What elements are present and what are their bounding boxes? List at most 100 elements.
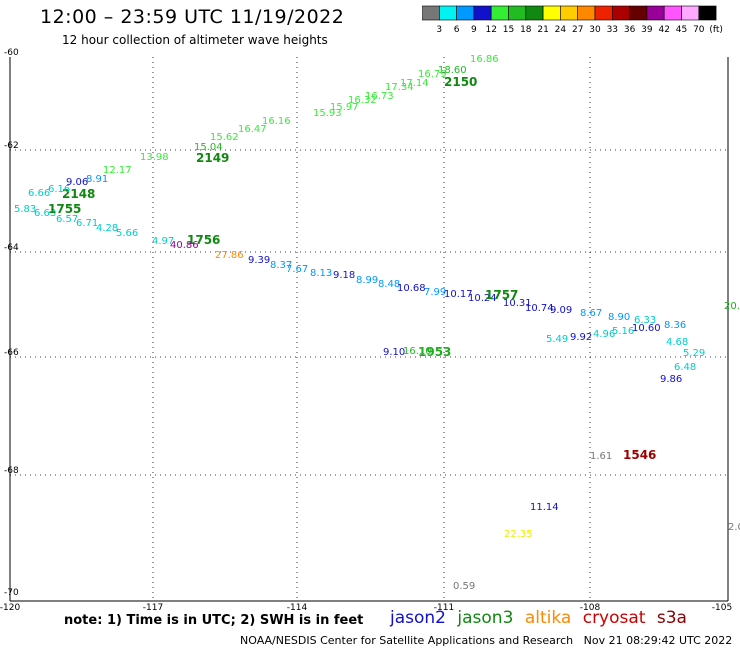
wave-height-label: 8.90	[608, 312, 630, 323]
wave-height-label: 18.60	[438, 65, 467, 76]
wave-height-label: 15.97	[330, 102, 359, 113]
wave-height-label: 16.86	[470, 54, 499, 65]
wave-height-label: 5.66	[116, 228, 138, 239]
wave-height-label: 17.34	[385, 82, 414, 93]
colorbar-label: 30	[589, 25, 601, 35]
wave-height-label: 10.24	[468, 293, 497, 304]
satellite-legend: jason2 jason3 altika cryosat s3a	[390, 608, 693, 628]
wave-height-label: 5.29	[683, 348, 705, 359]
colorbar-label: 15	[503, 25, 514, 35]
wave-height-label: 20.67	[724, 301, 740, 312]
lon-tick-label: -120	[0, 603, 20, 610]
lon-tick-label: -114	[287, 603, 308, 610]
wave-height-label: 4.96	[593, 329, 615, 340]
wave-height-label: 4.28	[96, 223, 118, 234]
legend-s3a: s3a	[656, 608, 687, 628]
wave-height-label: 10.74	[525, 303, 554, 314]
colorbar-label: 36	[624, 25, 636, 35]
pass-label-2149: 2149	[196, 151, 229, 165]
wave-height-label: 6.63	[34, 208, 56, 219]
wave-height-label: 16.16	[262, 116, 291, 127]
lat-tick-label: -66	[4, 348, 19, 358]
pass-label-1755: 1755	[48, 202, 81, 216]
wave-height-label: 7.99	[424, 287, 446, 298]
legend-jason2: jason2	[390, 608, 446, 628]
lat-tick-label: -62	[4, 141, 19, 151]
pass-label-2150: 2150	[444, 75, 477, 89]
lon-tick-label: -111	[434, 603, 454, 610]
wave-height-label: 6.48	[674, 362, 696, 373]
wave-height-label: 6.33	[634, 315, 656, 326]
wave-height-label: 8.99	[356, 275, 378, 286]
colorbar-label: (ft)	[709, 25, 723, 35]
wave-height-label: 6.71	[76, 218, 98, 229]
legend-cryosat: cryosat	[582, 608, 646, 628]
altimeter-map: -60 -62 -64 -66 -68 -70 -120 -117 -114 -111 -108 -1…	[0, 48, 740, 610]
wave-height-colorbar: 3 6 9 12 15 18 21 24 27 30 33 36 39 42 45 70 (ft)	[422, 5, 723, 35]
lon-tick-label: -105	[712, 603, 732, 610]
footer-credit: NOAA/NESDIS Center for Satellite Applica…	[240, 634, 732, 647]
wave-height-label: 10.68	[397, 283, 426, 294]
wave-height-label: 1.61	[590, 451, 612, 462]
wave-height-label: 7.67	[286, 264, 308, 275]
legend-jason3: jason3	[457, 608, 514, 628]
wave-height-label: 13.98	[140, 152, 169, 163]
wave-height-label: 12.17	[103, 165, 132, 176]
colorbar-label: 42	[658, 25, 669, 35]
wave-height-label: 15.93	[313, 108, 342, 119]
wave-height-label: 8.91	[86, 174, 108, 185]
footer-note: note: 1) Time is in UTC; 2) SWH is in fe…	[64, 613, 364, 628]
pass-label-2148: 2148	[62, 187, 95, 201]
wave-height-label: 6.16	[48, 184, 70, 195]
wave-height-label: 5.83	[14, 204, 36, 215]
colorbar-label: 12	[485, 25, 496, 35]
colorbar-label: 45	[676, 25, 687, 35]
lat-tick-label: -70	[4, 588, 19, 598]
wave-height-label: 10.17	[444, 289, 473, 300]
pass-label-1953: 1953	[418, 345, 451, 359]
wave-height-label: 6.66	[28, 188, 50, 199]
wave-height-label: 9.09	[550, 305, 572, 316]
wave-height-label: 2.0	[728, 522, 740, 533]
wave-height-label: 17.14	[400, 78, 429, 89]
wave-height-label: 16.79	[418, 69, 447, 80]
wave-height-label: 16.32	[348, 95, 377, 106]
pass-label-1756: 1756	[187, 233, 220, 247]
colorbar-label: 70	[693, 25, 705, 35]
wave-height-label: 9.86	[660, 374, 682, 385]
wave-height-label: 8.48	[378, 279, 400, 290]
lat-tick-label: -60	[4, 48, 19, 58]
colorbar-label: 27	[572, 25, 583, 35]
page-title: 12:00 – 23:59 UTC 11/19/2022	[40, 6, 345, 28]
wave-height-label: 22.35	[504, 529, 533, 540]
wave-height-label: 8.13	[310, 268, 332, 279]
wave-height-label: 0.59	[453, 581, 475, 592]
lat-tick-label: -64	[4, 243, 19, 253]
wave-height-label: 11.14	[530, 502, 559, 513]
page-subtitle: 12 hour collection of altimeter wave hei…	[62, 33, 328, 47]
wave-height-label: 16.47	[238, 124, 267, 135]
colorbar-label: 24	[555, 25, 567, 35]
wave-height-label: 6.57	[56, 214, 78, 225]
wave-height-label: 16.10	[403, 346, 432, 357]
wave-height-label: 8.67	[580, 308, 602, 319]
colorbar-label: 3	[436, 25, 442, 35]
wave-height-label: 5.16	[612, 326, 634, 337]
credit-text: NOAA/NESDIS Center for Satellite Applica…	[240, 634, 574, 647]
colorbar-label: 39	[641, 25, 653, 35]
wave-height-label: 9.06	[66, 177, 88, 188]
wave-height-label: 4.97	[152, 236, 174, 247]
legend-altika: altika	[524, 608, 572, 628]
credit-timestamp: Nov 21 08:29:42 UTC 2022	[583, 634, 733, 647]
wave-height-label: 15.04	[194, 142, 223, 153]
wave-height-label: 10.60	[632, 323, 661, 334]
wave-height-label: 9.10	[383, 347, 405, 358]
colorbar-swatch	[698, 5, 717, 21]
wave-height-label: 15.62	[210, 132, 239, 143]
wave-height-label: 10.31	[503, 298, 532, 309]
lat-tick-label: -68	[4, 466, 19, 476]
wave-height-label: 5.49	[546, 334, 568, 345]
pass-label-1546: 1546	[623, 448, 656, 462]
wave-height-label: 27.86	[215, 250, 244, 261]
colorbar-label: 6	[454, 25, 460, 35]
